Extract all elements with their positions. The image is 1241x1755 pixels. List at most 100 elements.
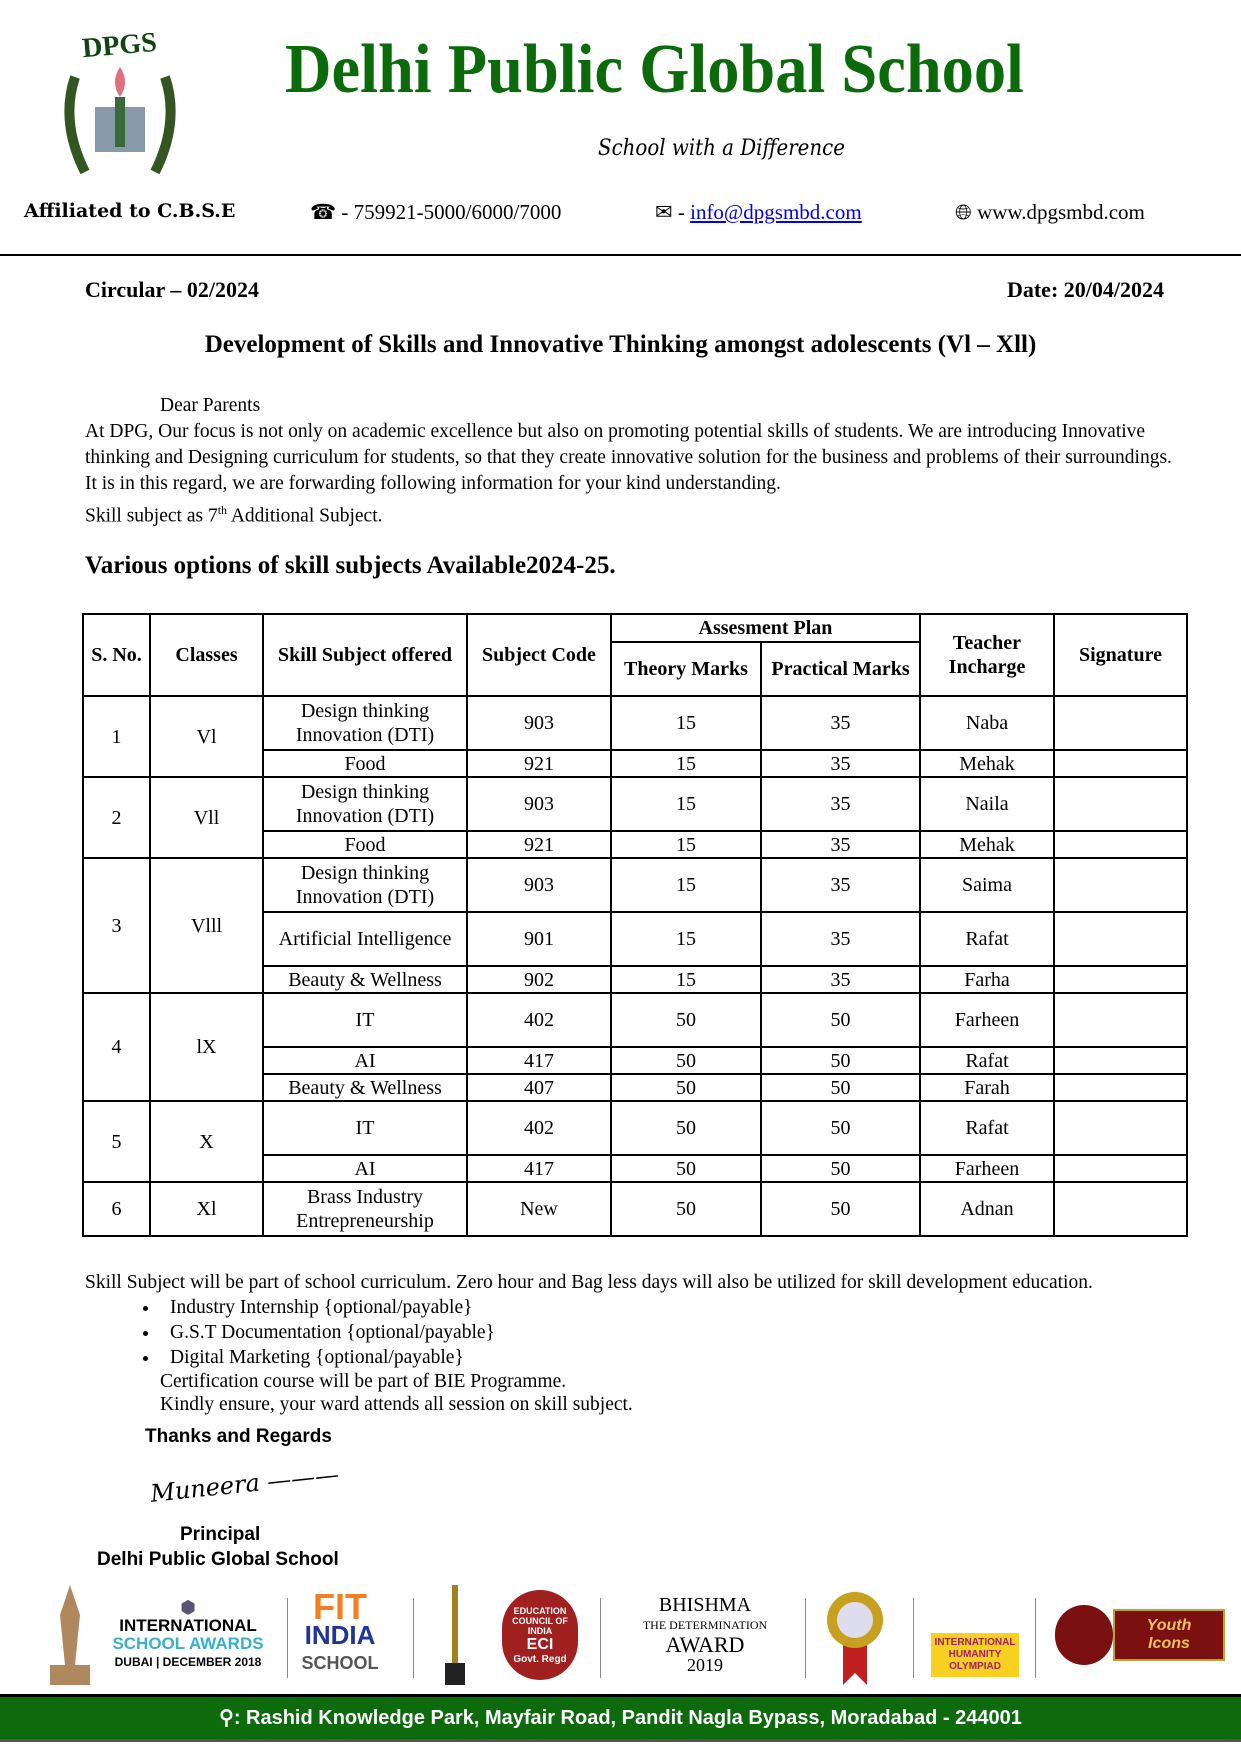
- cell-sno: 2: [82, 776, 151, 859]
- cell-subject: Artificial Intelligence: [262, 911, 468, 967]
- header-practical: Practical Marks: [760, 641, 921, 697]
- cell-practical: 35: [760, 857, 921, 913]
- cell-code: New: [466, 1181, 612, 1237]
- header-signature: Signature: [1053, 613, 1188, 697]
- statue-trophy-logo: [435, 1585, 475, 1685]
- cell-teacher: Naba: [919, 695, 1055, 751]
- cell-signature[interactable]: [1053, 695, 1188, 751]
- cell-teacher: Farheen: [919, 1154, 1055, 1183]
- cell-theory: 50: [610, 1154, 762, 1183]
- cell-practical: 50: [760, 1154, 921, 1183]
- cell-signature[interactable]: [1053, 911, 1188, 967]
- cell-teacher: Adnan: [919, 1181, 1055, 1237]
- header-classes: Classes: [149, 613, 264, 697]
- cell-teacher: Naila: [919, 776, 1055, 832]
- bullet-item: G.S.T Documentation {optional/payable}: [160, 1320, 1205, 1345]
- tagline: School with a Difference: [598, 136, 845, 161]
- email-prefix: -: [677, 200, 685, 224]
- ensure-note: Kindly ensure, your ward attends all ses…: [160, 1394, 633, 1415]
- signatory-school: Delhi Public Global School: [97, 1549, 339, 1570]
- cell-class: Vl: [149, 695, 264, 778]
- cell-subject: AI: [262, 1046, 468, 1075]
- cell-signature[interactable]: [1053, 1073, 1188, 1102]
- table-row: Artificial Intelligence 901 15 35 Rafat: [83, 911, 1188, 967]
- skill-line: Skill subject as 7th Additional Subject.: [85, 503, 383, 527]
- cell-practical: 50: [760, 1046, 921, 1075]
- cell-signature[interactable]: [1053, 1046, 1188, 1075]
- humanity-olympiad-logo: INTERNATIONAL HUMANITY OLYMPIAD: [930, 1585, 1020, 1685]
- cell-signature[interactable]: [1053, 965, 1188, 994]
- cell-practical: 50: [760, 1073, 921, 1102]
- cell-signature[interactable]: [1053, 749, 1188, 778]
- table-row: Food 921 15 35 Mehak: [83, 830, 1188, 859]
- cell-sno: 1: [82, 695, 151, 778]
- notes: Skill Subject will be part of school cur…: [85, 1270, 1205, 1449]
- circular-title: Development of Skills and Innovative Thi…: [204, 331, 1037, 358]
- cell-code: 902: [466, 965, 612, 994]
- cell-code: 417: [466, 1154, 612, 1183]
- medal-logo: [825, 1585, 885, 1685]
- cell-subject: IT: [262, 992, 468, 1048]
- header-subject: Skill Subject offered: [262, 613, 468, 697]
- phone-icon: ☎: [310, 200, 342, 224]
- footer-address-bar: ⚲: Rashid Knowledge Park, Mayfair Road, …: [0, 1694, 1241, 1742]
- circular-number: Circular – 02/2024: [85, 277, 259, 302]
- bhishma-award-logo: BHISHMA THE DETERMINATION AWARD 2019: [642, 1594, 768, 1675]
- cell-theory: 15: [610, 749, 762, 778]
- location-pin-icon: ⚲: [219, 1707, 234, 1729]
- curriculum-note: Skill Subject will be part of school cur…: [85, 1272, 1093, 1293]
- cell-theory: 15: [610, 830, 762, 859]
- affiliation: Affiliated to C.B.S.E: [24, 200, 236, 222]
- thanks: Thanks and Regards: [145, 1426, 332, 1447]
- cell-signature[interactable]: [1053, 1100, 1188, 1156]
- cell-subject: Food: [262, 830, 468, 859]
- skill-subjects-table: S. No. Classes Skill Subject offered Sub…: [82, 613, 1188, 1237]
- header-theory: Theory Marks: [610, 641, 762, 697]
- designation: Principal: [180, 1524, 261, 1545]
- cell-subject: Brass Industry Entrepreneurship: [262, 1181, 468, 1237]
- cell-subject: Design thinking Innovation (DTI): [262, 695, 468, 751]
- cell-theory: 15: [610, 911, 762, 967]
- cell-signature[interactable]: [1053, 830, 1188, 859]
- cell-code: 417: [466, 1046, 612, 1075]
- cell-theory: 15: [610, 857, 762, 913]
- cell-signature[interactable]: [1053, 1181, 1188, 1237]
- cell-sno: 5: [82, 1100, 151, 1183]
- cell-code: 901: [466, 911, 612, 967]
- email-link[interactable]: info@dpgsmbd.com: [690, 200, 862, 224]
- cell-teacher: Farheen: [919, 992, 1055, 1048]
- cell-signature[interactable]: [1053, 776, 1188, 832]
- cell-teacher: Mehak: [919, 749, 1055, 778]
- cell-signature[interactable]: [1053, 992, 1188, 1048]
- cell-subject: AI: [262, 1154, 468, 1183]
- header-sno: S. No.: [82, 613, 151, 697]
- international-school-awards-logo: ⬢ INTERNATIONAL SCHOOL AWARDS DUBAI | DECEM…: [112, 1598, 264, 1670]
- cell-signature[interactable]: [1053, 1154, 1188, 1183]
- header-plan: Assesment Plan: [610, 613, 921, 643]
- globe-icon: 🌐︎: [955, 200, 978, 224]
- cell-teacher: Rafat: [919, 1046, 1055, 1075]
- cell-signature[interactable]: [1053, 857, 1188, 913]
- cell-subject: Design thinking Innovation (DTI): [262, 776, 468, 832]
- cell-class: lX: [149, 992, 264, 1102]
- principal-signature: Muneera ———: [149, 1460, 341, 1508]
- header-teacher: Teacher Incharge: [919, 613, 1055, 697]
- cell-class: X: [149, 1100, 264, 1183]
- cell-subject: Beauty & Wellness: [262, 965, 468, 994]
- cell-teacher: Saima: [919, 857, 1055, 913]
- table-row: Beauty & Wellness 902 15 35 Farha: [83, 965, 1188, 994]
- table-row: AI 417 50 50 Farheen: [83, 1154, 1188, 1183]
- cell-code: 407: [466, 1073, 612, 1102]
- cell-sno: 4: [82, 992, 151, 1102]
- phone-number: - 759921-5000/6000/7000: [341, 200, 562, 224]
- cell-teacher: Mehak: [919, 830, 1055, 859]
- cell-code: 903: [466, 695, 612, 751]
- intro-paragraph: At DPG, Our focus is not only on academi…: [85, 421, 1172, 494]
- fit-india-logo: FIT INDIA SCHOOL: [301, 1586, 379, 1674]
- table-row: 3 Vlll Design thinking Innovation (DTI) 903…: [82, 857, 1188, 994]
- cell-practical: 50: [760, 1181, 921, 1237]
- cell-code: 903: [466, 857, 612, 913]
- cell-teacher: Farha: [919, 965, 1055, 994]
- table-row: 1 Vl Design thinking Innovation (DTI) 903 15…: [82, 695, 1188, 778]
- mail-icon: ✉: [655, 200, 678, 224]
